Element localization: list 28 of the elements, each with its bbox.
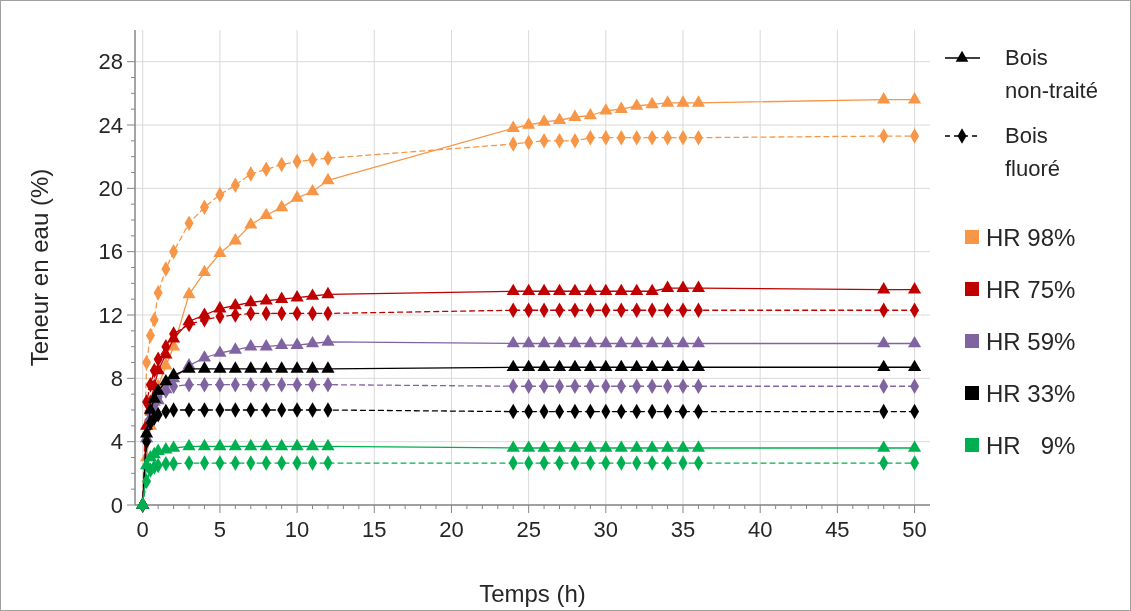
x-tick-label: 5 <box>213 517 227 542</box>
x-tick-label: 50 <box>902 517 927 542</box>
x-tick-label: 30 <box>593 517 619 542</box>
legend-label: HR 33% <box>986 380 1076 408</box>
y-tick-label: 28 <box>98 49 123 75</box>
legend-label: HR 9% <box>986 432 1076 460</box>
x-tick-label: 20 <box>439 517 464 542</box>
legend-label: HR 59% <box>986 328 1076 356</box>
y-tick-label: 20 <box>98 176 123 202</box>
x-axis-title: Temps (h) <box>479 580 586 607</box>
x-tick-label: 25 <box>516 517 541 542</box>
y-tick-label: 4 <box>110 429 123 455</box>
y-axis-title: Teneur en eau (%) <box>26 168 53 367</box>
legend-label: HR 98% <box>986 224 1076 252</box>
x-tick-label: 10 <box>284 517 310 542</box>
x-tick-label: 35 <box>670 517 696 542</box>
y-tick-label: 24 <box>98 112 123 138</box>
x-tick-label: 40 <box>747 517 773 542</box>
y-tick-label: 0 <box>110 492 123 518</box>
y-tick-label: 8 <box>110 366 123 392</box>
legend-label: HR 75% <box>986 276 1076 304</box>
y-tick-label: 16 <box>98 239 123 265</box>
x-tick-label: 45 <box>825 517 850 542</box>
text: Bois fluoré <box>1005 123 1061 181</box>
x-tick-label: 15 <box>362 517 387 542</box>
x-tick-label: 0 <box>136 517 149 542</box>
text: Bois non-traité <box>1005 45 1098 103</box>
y-tick-label: 12 <box>98 302 123 328</box>
